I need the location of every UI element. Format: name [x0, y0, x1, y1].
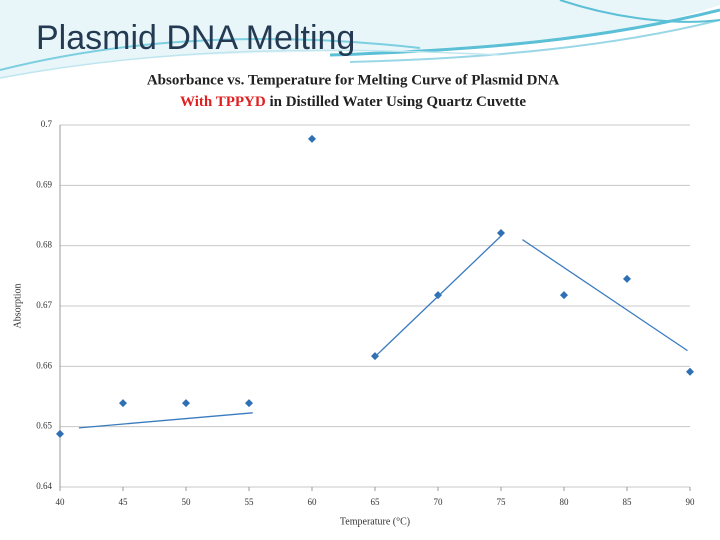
y-tick-label: 0.67: [36, 300, 52, 310]
x-tick-label: 90: [686, 497, 696, 507]
x-tick-label: 45: [119, 497, 129, 507]
trend-line: [522, 239, 688, 352]
y-tick-label: 0.7: [41, 119, 53, 129]
y-axis-label: Absorption: [12, 284, 23, 329]
y-tick-label: 0.66: [36, 360, 52, 370]
x-tick-label: 50: [182, 497, 192, 507]
y-tick-label: 0.64: [36, 481, 52, 491]
data-point: [245, 399, 253, 408]
trend-line: [374, 235, 502, 358]
data-point: [686, 367, 694, 376]
chart-subtitle: With TPPYD in Distilled Water Using Quar…: [180, 94, 526, 110]
x-tick-label: 80: [560, 497, 570, 507]
header-decoration: [0, 0, 720, 79]
wave: [349, 19, 720, 63]
x-tick-label: 65: [371, 497, 381, 507]
data-point: [182, 399, 190, 408]
x-tick-label: 75: [497, 497, 507, 507]
x-tick-label: 85: [623, 497, 633, 507]
wave: [559, 0, 720, 23]
data-point: [308, 134, 316, 143]
y-tick-label: 0.68: [36, 240, 52, 250]
x-axis-label: Temperature (°C): [340, 516, 410, 527]
x-tick-label: 60: [308, 497, 318, 507]
y-tick-label: 0.69: [36, 179, 52, 189]
data-point: [434, 291, 442, 300]
y-tick-label: 0.65: [36, 421, 52, 431]
wave: [0, 38, 421, 71]
trend-line: [78, 412, 253, 429]
data-point: [560, 291, 568, 300]
x-tick-label: 40: [56, 497, 66, 507]
subtitle-rest: in Distilled Water Using Quartz Cuvette: [269, 94, 526, 110]
subtitle-highlight: With TPPYD: [180, 94, 266, 110]
x-tick-label: 55: [245, 497, 255, 507]
chart-title: Absorbance vs. Temperature for Melting C…: [147, 72, 559, 88]
wave: [0, 49, 501, 79]
slide-title: Plasmid DNA Melting: [36, 19, 355, 57]
data-point: [56, 429, 64, 438]
data-point: [623, 274, 631, 283]
wave: [0, 0, 720, 78]
data-point: [119, 399, 127, 408]
x-tick-label: 70: [434, 497, 444, 507]
data-point: [497, 228, 505, 237]
